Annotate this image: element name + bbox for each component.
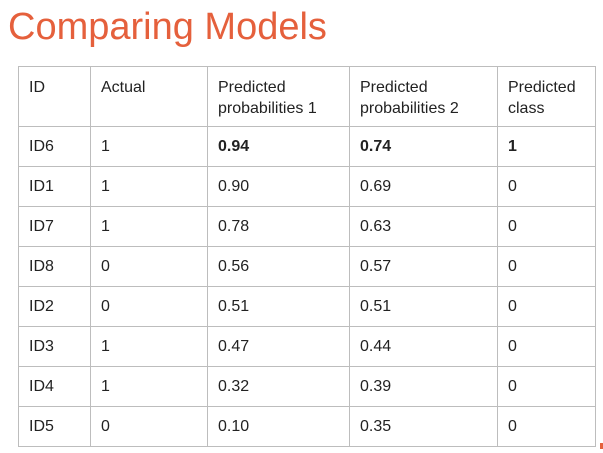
- cell-prob-2: 0.63: [349, 206, 498, 247]
- cell-prob-1: 0.47: [207, 326, 350, 367]
- cell-class: 0: [497, 366, 596, 407]
- table-body: ID6 1 0.94 0.74 1 ID1 1 0.90 0.69 0 ID7 …: [18, 126, 596, 447]
- corner-accent-mark: [600, 443, 603, 449]
- cell-id: ID1: [18, 166, 91, 207]
- cell-id: ID6: [18, 126, 91, 167]
- header-id: ID: [18, 66, 91, 127]
- cell-actual: 0: [90, 406, 208, 447]
- cell-actual: 0: [90, 246, 208, 287]
- table-row: ID4 1 0.32 0.39 0: [18, 366, 596, 407]
- slide-title: Comparing Models: [8, 6, 327, 48]
- cell-prob-2: 0.39: [349, 366, 498, 407]
- cell-class: 0: [497, 286, 596, 327]
- cell-id: ID3: [18, 326, 91, 367]
- cell-actual: 1: [90, 166, 208, 207]
- cell-prob-2: 0.51: [349, 286, 498, 327]
- table-row: ID3 1 0.47 0.44 0: [18, 326, 596, 367]
- header-predicted-probabilities-1: Predicted probabilities 1: [207, 66, 350, 127]
- cell-prob-1: 0.90: [207, 166, 350, 207]
- header-predicted-class: Predicted class: [497, 66, 596, 127]
- cell-id: ID8: [18, 246, 91, 287]
- header-predicted-probabilities-2: Predicted probabilities 2: [349, 66, 498, 127]
- cell-prob-1: 0.78: [207, 206, 350, 247]
- cell-id: ID5: [18, 406, 91, 447]
- table-row: ID7 1 0.78 0.63 0: [18, 206, 596, 247]
- cell-actual: 0: [90, 286, 208, 327]
- cell-class: 0: [497, 326, 596, 367]
- header-row: ID Actual Predicted probabilities 1 Pred…: [18, 66, 596, 127]
- cell-class: 1: [497, 126, 596, 167]
- cell-prob-1: 0.32: [207, 366, 350, 407]
- cell-class: 0: [497, 206, 596, 247]
- cell-prob-2: 0.35: [349, 406, 498, 447]
- cell-id: ID2: [18, 286, 91, 327]
- table-row: ID6 1 0.94 0.74 1: [18, 126, 596, 167]
- cell-id: ID7: [18, 206, 91, 247]
- cell-class: 0: [497, 246, 596, 287]
- cell-prob-1: 0.51: [207, 286, 350, 327]
- table-row: ID2 0 0.51 0.51 0: [18, 286, 596, 327]
- cell-class: 0: [497, 166, 596, 207]
- cell-prob-2: 0.69: [349, 166, 498, 207]
- cell-prob-1: 0.10: [207, 406, 350, 447]
- cell-id: ID4: [18, 366, 91, 407]
- table-row: ID8 0 0.56 0.57 0: [18, 246, 596, 287]
- table-row: ID5 0 0.10 0.35 0: [18, 406, 596, 447]
- table-header: ID Actual Predicted probabilities 1 Pred…: [18, 66, 596, 127]
- cell-prob-1: 0.94: [207, 126, 350, 167]
- header-actual: Actual: [90, 66, 208, 127]
- cell-actual: 1: [90, 326, 208, 367]
- cell-class: 0: [497, 406, 596, 447]
- cell-actual: 1: [90, 366, 208, 407]
- cell-actual: 1: [90, 126, 208, 167]
- cell-prob-2: 0.57: [349, 246, 498, 287]
- cell-prob-2: 0.44: [349, 326, 498, 367]
- table-row: ID1 1 0.90 0.69 0: [18, 166, 596, 207]
- cell-prob-1: 0.56: [207, 246, 350, 287]
- results-table: ID Actual Predicted probabilities 1 Pred…: [18, 66, 596, 447]
- cell-actual: 1: [90, 206, 208, 247]
- cell-prob-2: 0.74: [349, 126, 498, 167]
